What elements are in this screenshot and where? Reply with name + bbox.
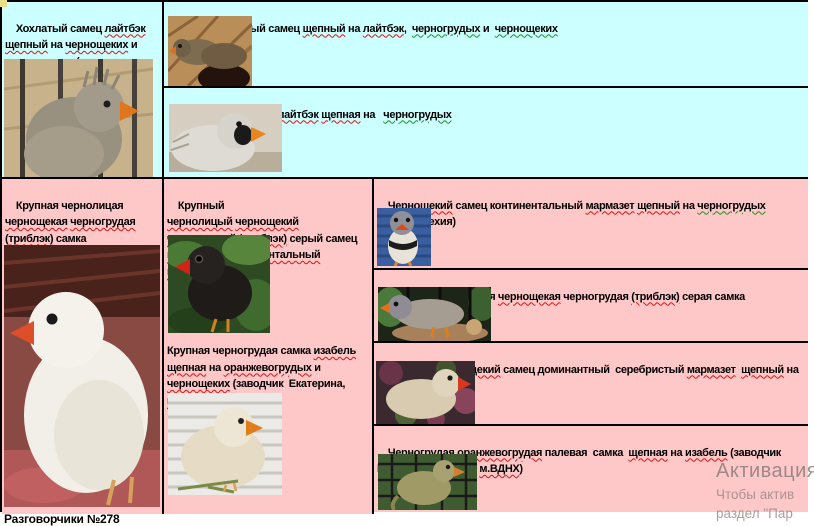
footer-caption: Разговорчики №278 bbox=[4, 512, 120, 526]
continental-marmoset-male-photo bbox=[377, 208, 431, 266]
watermark-line2: Чтобы актив bbox=[716, 487, 795, 502]
fawn-orangebreast-female-photo bbox=[378, 454, 477, 510]
bird-table: Хохлатый самец лайтбэк щепный на черноще… bbox=[0, 0, 808, 514]
cell-continental-marmoset-male: Чернощекий самец континентальный мармазе… bbox=[374, 179, 808, 270]
blackcheek-lightback-female-photo bbox=[169, 104, 282, 172]
triblack-grey-male-photo bbox=[168, 235, 270, 333]
cell-fawn-orangebreast-female: Черногрудая оранжевогрудая палевая самка… bbox=[374, 426, 808, 512]
triblack-marmoset-female-photo bbox=[4, 245, 160, 507]
watermark-title: Активация bbox=[716, 460, 814, 482]
cell-crested-lightback-male: Хохлатый самец лайтбэк щепный на черноще… bbox=[2, 2, 164, 179]
crested-grey-male-photo bbox=[168, 16, 252, 86]
cell-continental-marmoset-male-text: Чернощекий самец континентальный мармазе… bbox=[377, 199, 766, 229]
windows-activation-watermark: Активация Чтобы актив раздел "Пар bbox=[716, 460, 814, 521]
cell-triblack-grey-female: Крупная чернолицая чернощекая черногруда… bbox=[374, 270, 808, 343]
table-corner-marker bbox=[0, 0, 7, 7]
crested-lightback-male-photo bbox=[4, 59, 153, 177]
watermark-line3: раздел "Пар bbox=[716, 506, 793, 521]
isabel-female-photo bbox=[168, 393, 282, 495]
cell-silver-marmoset-male: Крупный чернощекий самец доминантный сер… bbox=[374, 343, 808, 426]
silver-marmoset-male-photo bbox=[376, 361, 475, 424]
cell-triblack-marmoset-female: Крупная чернолицая чернощекая черногруда… bbox=[2, 179, 164, 514]
cell-triblack-grey-male: Крупный чернолицый чернощекий черногруды… bbox=[164, 179, 374, 514]
cell-crested-grey-male: Хохлатый серый самец щепный на лайтбэк, … bbox=[164, 2, 808, 88]
cell-blackcheek-lightback-female: Чернощекая самка лайтбэк щепная на черно… bbox=[164, 88, 808, 179]
triblack-grey-female-photo bbox=[378, 287, 491, 341]
